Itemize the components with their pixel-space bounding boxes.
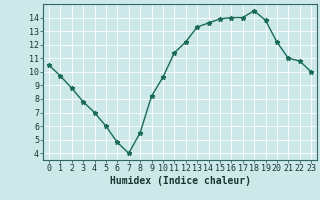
X-axis label: Humidex (Indice chaleur): Humidex (Indice chaleur): [109, 176, 251, 186]
